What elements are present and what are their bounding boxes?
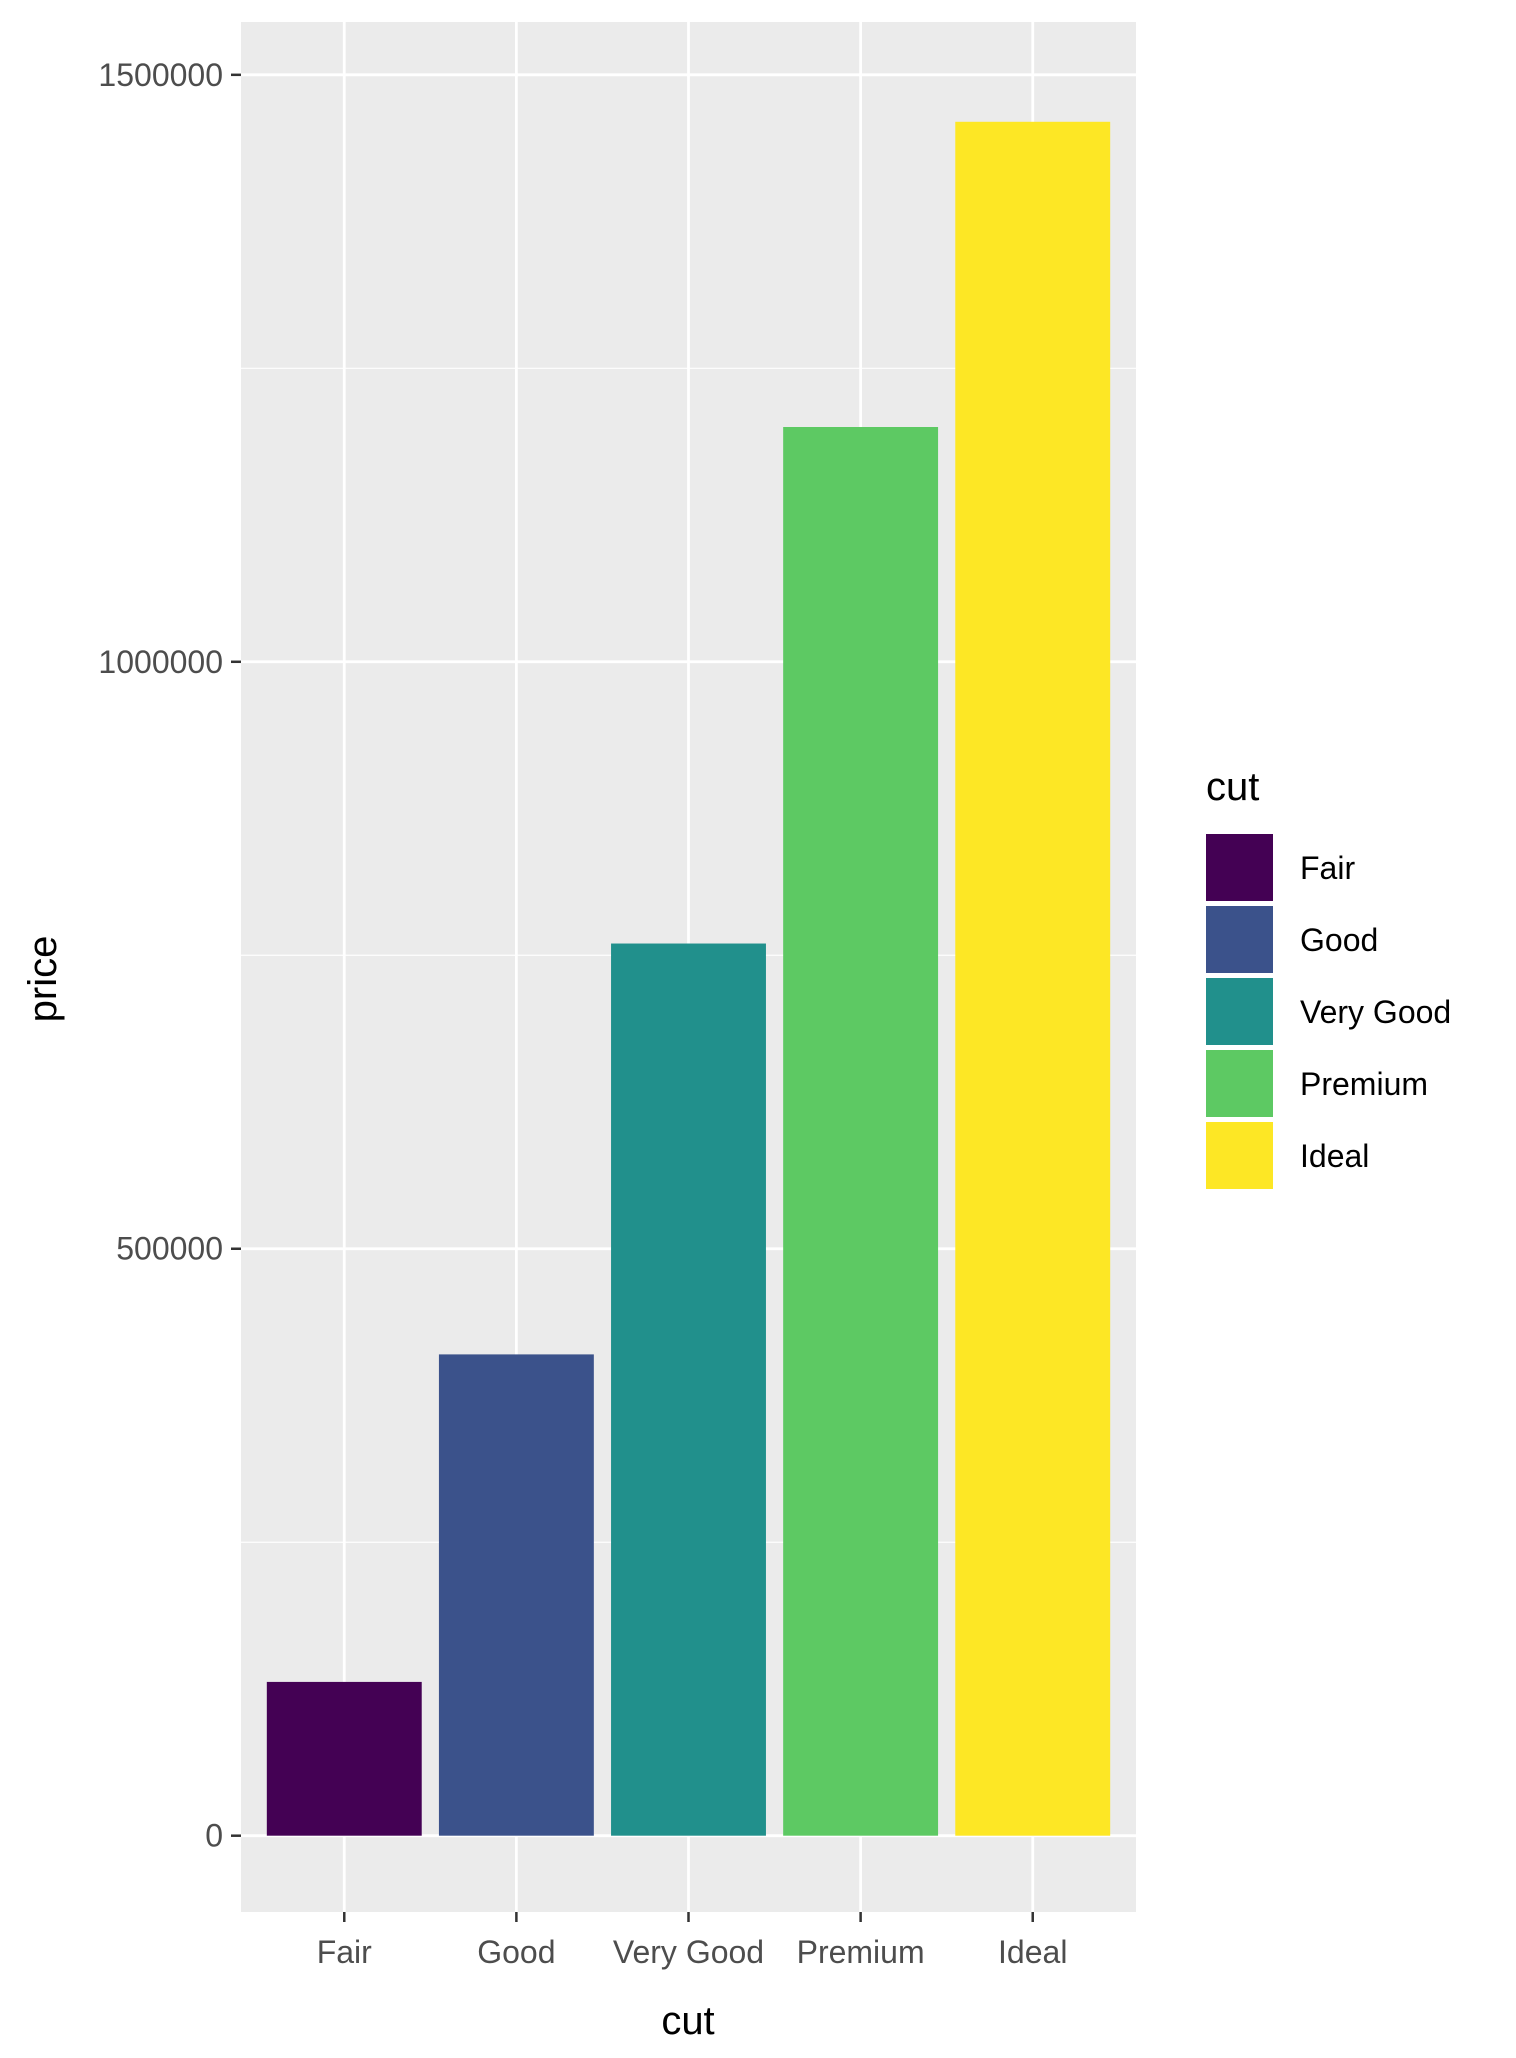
y-tick-label: 0 [205,1818,223,1854]
bar-good [438,1354,594,1836]
bar-ideal [955,121,1111,1836]
y-axis-title: price [21,936,65,1023]
legend-label: Very Good [1300,994,1451,1030]
y-tick-label: 500000 [116,1231,223,1267]
legend-label: Premium [1300,1066,1428,1102]
x-tick-label: Good [477,1934,555,1970]
legend-key [1206,1122,1273,1189]
x-axis-title: cut [661,1999,714,2043]
y-tick-label: 1000000 [98,644,223,680]
legend-key [1206,1050,1273,1117]
bar-fair [266,1681,422,1836]
bar-very-good [611,943,766,1836]
bars [266,121,1111,1836]
x-tick-label: Fair [317,1934,372,1970]
legend-key [1206,906,1273,973]
x-axis: Fair Good Very Good Premium Ideal [317,1912,1067,1970]
legend-key [1206,834,1273,901]
legend-key [1206,978,1273,1045]
x-tick-label: Premium [797,1934,925,1970]
y-tick-label: 1500000 [98,57,223,93]
legend: cut Fair Good Very Good Premium Ideal [1206,765,1451,1189]
y-axis: 0 500000 1000000 1500000 [98,57,241,1854]
bar-premium [783,427,939,1836]
legend-label: Good [1300,922,1378,958]
x-tick-label: Very Good [613,1934,764,1970]
legend-label: Fair [1300,850,1355,886]
x-tick-label: Ideal [998,1934,1067,1970]
legend-label: Ideal [1300,1138,1369,1174]
legend-title: cut [1206,765,1259,809]
